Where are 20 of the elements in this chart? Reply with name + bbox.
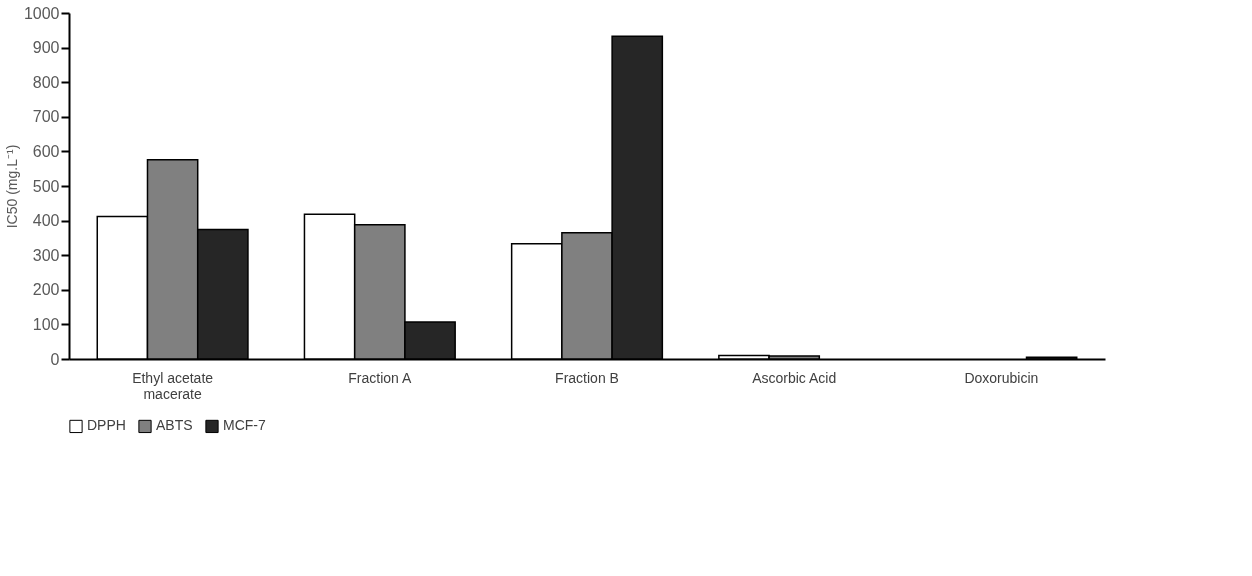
y-tick-label: 300 bbox=[32, 246, 60, 264]
x-tick-label: Ethyl acetate macerate bbox=[132, 369, 214, 402]
y-tick-label: 100 bbox=[32, 315, 60, 333]
x-tick-label: Fraction B bbox=[555, 369, 619, 386]
y-tick-label: 200 bbox=[32, 281, 60, 299]
y-tick-label: 800 bbox=[32, 73, 60, 91]
x-tick-label: Doxorubicin bbox=[964, 369, 1039, 386]
y-tick-label: 500 bbox=[32, 177, 60, 195]
x-tick-label: Ascorbic Acid bbox=[752, 369, 837, 386]
legend-label: ABTS bbox=[156, 417, 193, 434]
y-tick-label: 900 bbox=[32, 39, 60, 57]
x-tick-label: Fraction A bbox=[348, 369, 412, 386]
y-axis-title: IC50 (mg.L⁻¹) bbox=[3, 144, 20, 229]
legend-label: DPPH bbox=[87, 417, 126, 434]
y-tick-label: 400 bbox=[32, 212, 60, 230]
legend-label: MCF-7 bbox=[223, 417, 266, 434]
y-tick-label: 1000 bbox=[23, 4, 60, 22]
y-tick-label: 0 bbox=[50, 350, 60, 368]
y-tick-label: 700 bbox=[32, 108, 60, 126]
y-tick-label: 600 bbox=[32, 142, 60, 160]
